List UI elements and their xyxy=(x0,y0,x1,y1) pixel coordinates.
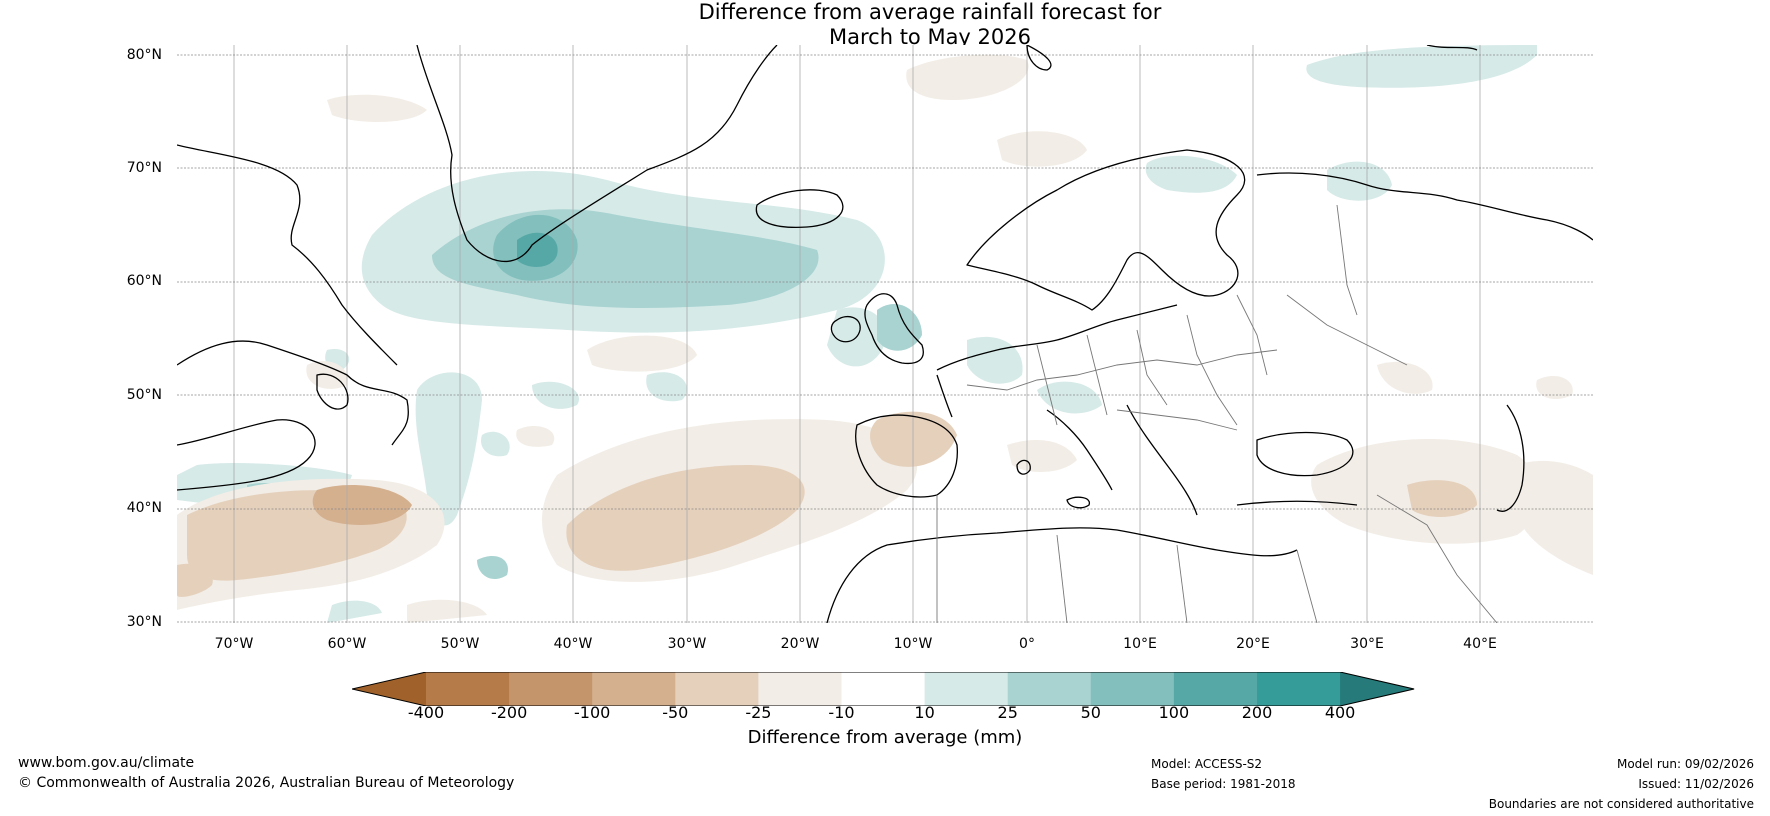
meridians xyxy=(233,45,1481,623)
lat-label-40n: 40°N xyxy=(126,500,162,516)
colorbar-tick-label: 50 xyxy=(1080,703,1101,722)
coastlines xyxy=(177,45,1593,623)
footer-site: www.bom.gov.au/climate xyxy=(18,755,195,771)
country-borders xyxy=(936,204,1498,623)
lon-label-60w: 60°W xyxy=(327,636,367,652)
footer-base-period: Base period: 1981-2018 xyxy=(1151,777,1296,791)
title-line-1: Difference from average rainfall forecas… xyxy=(698,0,1162,24)
lon-label-0: 0° xyxy=(1019,636,1035,652)
colorbar-segment xyxy=(1173,672,1258,706)
colorbar-segment xyxy=(1090,672,1175,706)
colorbar-tick-label: -200 xyxy=(490,703,528,722)
colorbar-title: Difference from average (mm) xyxy=(747,727,1023,748)
colorbar-tick-label: -400 xyxy=(407,703,445,722)
lon-label-20w: 20°W xyxy=(780,636,820,652)
rainfall-map xyxy=(177,45,1593,623)
colorbar-tick-label: 200 xyxy=(1241,703,1273,722)
lon-label-20e: 20°E xyxy=(1236,636,1270,652)
chart-title: Difference from average rainfall forecas… xyxy=(0,0,1770,50)
colorbar xyxy=(351,671,1418,707)
lat-label-70n: 70°N xyxy=(126,160,162,176)
colorbar-tick-label: 100 xyxy=(1158,703,1190,722)
colorbar-segment xyxy=(1007,672,1092,706)
lon-label-10w: 10°W xyxy=(893,636,933,652)
colorbar-tick-label: 10 xyxy=(914,703,935,722)
dry-anomaly-areas xyxy=(177,54,1593,623)
lon-label-50w: 50°W xyxy=(440,636,480,652)
colorbar-tick-label: 25 xyxy=(997,703,1018,722)
footer-issued: Issued: 11/02/2026 xyxy=(1638,777,1754,791)
footer-model: Model: ACCESS-S2 xyxy=(1151,757,1263,771)
parallels xyxy=(177,54,1593,623)
colorbar-tick-label: 400 xyxy=(1324,703,1356,722)
colorbar-segment xyxy=(758,672,842,706)
colorbar-segment xyxy=(841,672,926,706)
map-panel xyxy=(177,45,1593,623)
colorbar-segment xyxy=(924,672,1009,706)
colorbar-tick-label: -50 xyxy=(662,703,689,722)
lon-label-30e: 30°E xyxy=(1350,636,1384,652)
lon-label-10e: 10°E xyxy=(1123,636,1157,652)
lat-label-50n: 50°N xyxy=(126,387,162,403)
colorbar-segment xyxy=(1257,672,1341,706)
lat-label-80n: 80°N xyxy=(126,47,162,63)
colorbar-tick-label: -100 xyxy=(574,703,611,722)
footer-disclaimer: Boundaries are not considered authoritat… xyxy=(1488,797,1754,811)
colorbar-extend-high xyxy=(1340,672,1415,706)
footer-model-run: Model run: 09/02/2026 xyxy=(1616,757,1754,771)
colorbar-segment xyxy=(592,672,676,706)
colorbar-segment xyxy=(675,672,759,706)
colorbar-graphic xyxy=(351,671,1415,707)
lon-label-70w: 70°W xyxy=(214,636,254,652)
colorbar-extend-low xyxy=(352,672,426,706)
lon-label-30w: 30°W xyxy=(667,636,707,652)
colorbar-segment xyxy=(426,672,510,706)
colorbar-tick-label: -25 xyxy=(745,703,772,722)
lon-label-40e: 40°E xyxy=(1463,636,1497,652)
lat-label-30n: 30°N xyxy=(126,614,162,630)
footer-copyright: © Commonwealth of Australia 2026, Austra… xyxy=(18,775,515,791)
colorbar-tick-label: -10 xyxy=(828,703,855,722)
lon-label-40w: 40°W xyxy=(553,636,593,652)
lat-label-60n: 60°N xyxy=(126,273,162,289)
colorbar-segment xyxy=(509,672,593,706)
